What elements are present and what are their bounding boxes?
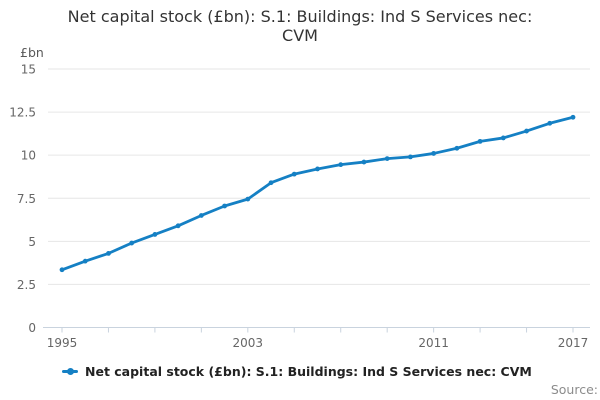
- data-point[interactable]: [268, 180, 274, 186]
- data-point[interactable]: [500, 135, 506, 141]
- series-line[interactable]: [60, 115, 575, 272]
- y-tick-label: 7.5: [17, 192, 36, 206]
- y-tick-label: 0: [28, 321, 36, 335]
- y-tick-label: 15: [21, 63, 36, 77]
- legend-item[interactable]: Net capital stock (£bn): S.1: Buildings:…: [62, 364, 532, 379]
- data-point[interactable]: [524, 128, 529, 134]
- data-point[interactable]: [222, 203, 227, 209]
- x-tick-label: 2017: [558, 336, 589, 350]
- data-point[interactable]: [431, 151, 437, 156]
- data-point[interactable]: [59, 267, 65, 273]
- data-point[interactable]: [338, 162, 344, 168]
- data-point[interactable]: [291, 171, 297, 177]
- data-point[interactable]: [198, 213, 204, 218]
- x-tick-label: 2011: [418, 336, 449, 350]
- data-point[interactable]: [315, 166, 320, 172]
- y-tick-label: 5: [28, 235, 36, 249]
- y-tick-label: 2.5: [17, 278, 36, 292]
- y-tick-label: 12.5: [9, 106, 36, 120]
- x-tick-label: 1995: [47, 336, 78, 350]
- chart-title-line1: Net capital stock (£bn): S.1: Buildings:…: [67, 7, 533, 26]
- data-point[interactable]: [408, 154, 413, 160]
- data-point[interactable]: [106, 250, 111, 256]
- data-point[interactable]: [570, 114, 576, 120]
- chart-title-line2: CVM: [282, 26, 318, 45]
- legend-dot: [66, 368, 74, 375]
- legend-label: Net capital stock (£bn): S.1: Buildings:…: [85, 364, 532, 379]
- y-axis-unit-label: £bn: [20, 45, 44, 60]
- data-point[interactable]: [361, 159, 367, 165]
- data-point[interactable]: [547, 120, 553, 126]
- data-point[interactable]: [129, 240, 135, 246]
- data-point[interactable]: [175, 223, 181, 229]
- source-label: Source:: [550, 382, 598, 397]
- data-point[interactable]: [454, 145, 460, 151]
- data-point[interactable]: [152, 232, 158, 237]
- data-point[interactable]: [82, 258, 88, 264]
- legend-line-marker-icon: [62, 365, 78, 378]
- data-point[interactable]: [245, 196, 251, 202]
- data-point[interactable]: [477, 138, 483, 144]
- x-tick-label: 2003: [233, 336, 264, 350]
- data-point[interactable]: [384, 156, 390, 162]
- y-tick-label: 10: [21, 149, 36, 163]
- chart-title: Net capital stock (£bn): S.1: Buildings:…: [0, 7, 600, 45]
